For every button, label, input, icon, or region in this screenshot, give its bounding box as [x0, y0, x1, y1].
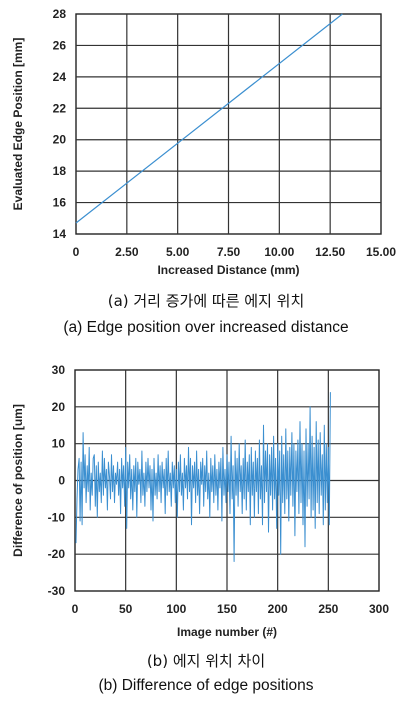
caption-a-korean: (a) 거리 증가에 따른 에지 위치	[107, 292, 305, 310]
series-line	[75, 392, 331, 562]
y-tick-label: 0	[58, 474, 65, 488]
chart-edge-position: 0 2.50 5.00 7.50 10.00 12.50 15.00 14 16 18 20 22 24…	[11, 7, 396, 277]
x-tick-label: 5.00	[166, 245, 190, 259]
caption-b-english: (b) Difference of edge positions	[98, 677, 314, 694]
x-tick-label: 200	[268, 602, 288, 616]
y-tick-label: 18	[53, 164, 67, 178]
caption-b-korean: (b) 에지 위치 차이	[146, 652, 266, 670]
y-tick-label: 22	[53, 101, 67, 115]
y-tick-label: 14	[53, 227, 67, 241]
x-tick-label: 10.00	[264, 245, 294, 259]
x-tick-label: 15.00	[366, 245, 396, 259]
y-tick-label: 10	[52, 437, 66, 451]
caption-a-english: (a) Edge position over increased distanc…	[63, 319, 349, 336]
x-axis-label: Image number (#)	[177, 625, 277, 639]
y-tick-label: 16	[53, 196, 67, 210]
y-tick-label: 30	[52, 363, 66, 377]
x-axis-label: Increased Distance (mm)	[157, 263, 299, 277]
y-tick-label: -20	[48, 547, 66, 561]
chart-difference-of-position: 0 50 100 150 200 250 300 -30 -20 -10 0 10 20 30 Image …	[11, 363, 389, 639]
x-tick-label: 100	[166, 602, 186, 616]
y-tick-label: -10	[48, 510, 66, 524]
x-tick-label: 300	[369, 602, 389, 616]
x-tick-label: 12.50	[315, 245, 345, 259]
y-tick-label: 26	[53, 38, 67, 52]
x-tick-label: 150	[217, 602, 237, 616]
y-tick-label: 20	[52, 400, 66, 414]
y-tick-label: -30	[48, 584, 66, 598]
y-tick-label: 24	[53, 70, 67, 84]
x-tick-label: 0	[72, 602, 79, 616]
y-axis-label: Difference of position [um]	[11, 404, 25, 557]
x-tick-label: 2.50	[115, 245, 139, 259]
y-tick-label: 20	[53, 133, 67, 147]
x-tick-label: 0	[73, 245, 80, 259]
x-tick-label: 250	[318, 602, 338, 616]
x-tick-label: 50	[119, 602, 133, 616]
y-axis-label: Evaluated Edge Position [mm]	[11, 38, 25, 211]
x-tick-label: 7.50	[217, 245, 241, 259]
y-tick-label: 28	[53, 7, 67, 21]
series-line	[75, 13, 343, 224]
